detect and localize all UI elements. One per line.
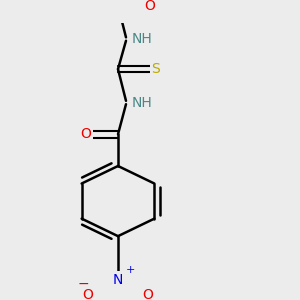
Text: S: S [152,62,160,76]
Text: NH: NH [132,32,153,46]
Text: NH: NH [132,95,153,110]
Text: O: O [142,288,153,300]
Text: +: + [126,265,135,275]
Text: −: − [78,277,90,291]
Text: O: O [145,0,155,13]
Text: O: O [82,288,93,300]
Text: O: O [81,127,92,141]
Text: N: N [113,273,123,286]
